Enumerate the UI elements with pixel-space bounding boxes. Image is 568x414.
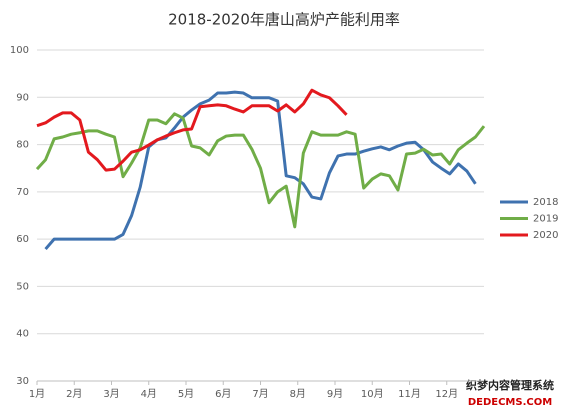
chart-title: 2018-2020年唐山高炉产能利用率 xyxy=(168,11,400,29)
x-tick-label: 12月 xyxy=(435,388,458,400)
watermark-title: 织梦内容管理系统 xyxy=(466,378,554,392)
legend-label: 2019 xyxy=(533,214,558,225)
y-tick-label: 50 xyxy=(16,281,29,292)
y-tick-label: 30 xyxy=(16,376,29,387)
x-tick-label: 7月 xyxy=(252,388,268,400)
x-tick-label: 3月 xyxy=(103,388,119,400)
x-tick-label: 6月 xyxy=(215,388,231,400)
y-tick-label: 40 xyxy=(16,329,29,340)
x-tick-label: 11月 xyxy=(398,388,421,400)
x-tick-label: 4月 xyxy=(141,388,157,400)
series-line xyxy=(36,88,348,172)
y-tick-label: 70 xyxy=(16,187,29,198)
y-tick-label: 80 xyxy=(16,140,29,151)
y-tick-label: 60 xyxy=(16,234,29,245)
x-tick-label: 10月 xyxy=(361,388,384,400)
x-tick-label: 2月 xyxy=(66,388,82,400)
legend-label: 2018 xyxy=(533,197,558,208)
x-tick-label: 5月 xyxy=(178,388,194,400)
watermark-site: DEDECMS.COM xyxy=(468,397,552,408)
x-tick-label: 8月 xyxy=(290,388,306,400)
legend-label: 2020 xyxy=(533,230,558,241)
x-tick-label: 9月 xyxy=(327,388,343,400)
y-tick-label: 100 xyxy=(10,45,29,56)
y-tick-label: 90 xyxy=(16,92,29,103)
series-line xyxy=(35,112,486,229)
x-tick-label: 1月 xyxy=(29,388,45,400)
series-line xyxy=(44,90,477,251)
